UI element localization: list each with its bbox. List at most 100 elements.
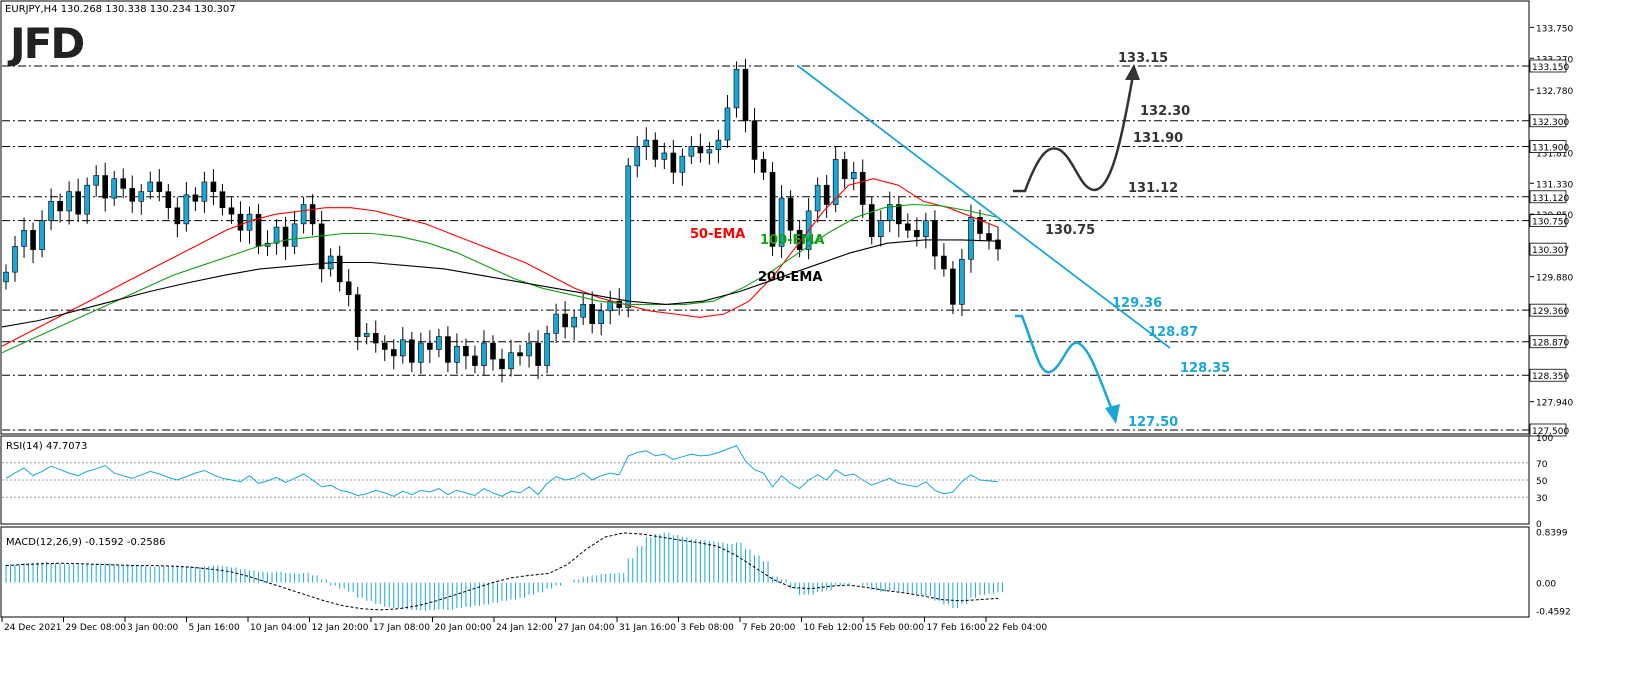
rsi-pane [0,435,1530,525]
time-tick-label: 31 Jan 16:00 [619,623,676,633]
candle-body [381,342,388,350]
candle-body [914,229,920,238]
candle-body [670,152,677,173]
macd-pane [0,526,1530,618]
target-label-128-87: 128.87 [1148,325,1198,340]
candle-body [21,229,27,247]
candle-body [174,207,181,225]
price-tick-label: 132.780 [1536,87,1573,97]
candle-body [850,172,857,180]
candle-body [418,342,424,363]
candle-body [228,207,235,215]
candle-body [598,310,605,324]
candle-body [309,204,316,225]
price-level-box [1529,114,1567,128]
candle-body [814,184,821,212]
candle-body [886,204,893,221]
candle-body [183,194,190,225]
candle-body [156,181,163,192]
time-tick-label: 17 Feb 16:00 [927,623,986,633]
candle-body [3,271,9,283]
time-tick-label: 29 Dec 08:00 [66,623,127,633]
candles [3,58,1001,383]
candle-body [111,178,118,199]
candle-body [932,220,938,257]
rsi-tick-label: 30 [1536,494,1548,504]
candle-body [30,229,36,250]
candle-body [237,213,244,231]
macd-tick-label: -0.4592 [1536,607,1571,617]
downtrend-line [797,65,1171,349]
target-label-131-90: 131.90 [1133,131,1183,146]
candle-body [742,68,749,122]
rsi-label: RSI(14) 47.7073 [6,441,87,452]
candle-body [336,255,343,283]
candle-body [995,239,1001,250]
candle-body [39,220,45,250]
jfd-logo: JFD [7,19,83,68]
candle-body [625,165,632,308]
candle-body [787,197,794,231]
candle-body [950,268,956,305]
time-tick-label: 5 Jan 16:00 [189,623,241,633]
candle-body [300,204,307,225]
candle-body [553,313,559,334]
candle-body [129,188,136,202]
candle-body [733,68,740,109]
price-tick-label: 129.880 [1536,274,1573,284]
candle-body [273,226,280,244]
rsi-tick-label: 0 [1536,520,1542,530]
time-tick-label: 20 Jan 00:00 [435,623,492,633]
candle-body [679,155,686,173]
candle-body [93,175,99,186]
rsi-tick-label: 50 [1536,477,1548,487]
price-level-box [1529,214,1567,228]
price-level-label: 133.150 [1532,63,1569,73]
price-level-box [1529,190,1567,204]
candle-body [445,336,451,363]
candle-body [12,246,18,273]
candle-body [84,184,90,215]
candle-body [472,355,478,366]
candle-body [796,229,803,250]
macd-tick-label: 0.8399 [1536,529,1568,539]
target-label-129-36: 129.36 [1112,296,1162,311]
candle-body [868,204,875,238]
time-tick-label: 10 Feb 12:00 [804,623,863,633]
candle-body [75,191,81,215]
price-level-label: 130.307 [1532,246,1569,256]
macd-tick-label: 0.00 [1536,580,1556,590]
target-label-133-15: 133.15 [1118,51,1168,66]
candle-body [219,191,226,209]
candle-body [345,281,352,296]
price-axis: 133.750133.270132.780131.810131.330130.8… [1529,24,1573,437]
candle-body [652,139,659,160]
candle-body [526,342,532,357]
target-label-131-12: 131.12 [1128,181,1178,196]
arrow-down-icon [1105,404,1120,424]
candle-body [589,304,595,324]
macd-signal-line [5,532,999,611]
candle-body [517,352,523,357]
candle-body [977,217,983,234]
price-level-label: 131.120 [1532,194,1569,204]
macd-label: MACD(12,26,9) -0.1592 -0.2586 [6,537,166,548]
time-tick-label: 10 Jan 04:00 [250,623,307,633]
ema-50-line [1,178,999,347]
candle-body [697,146,704,154]
price-tick-label: 133.750 [1536,24,1573,34]
candle-body [769,172,776,247]
candle-body [210,181,217,192]
rsi-tick-label: 100 [1536,434,1553,444]
candle-body [616,300,623,308]
horizontal-levels [2,65,1529,431]
price-pane [0,0,1530,435]
candle-body [823,184,830,205]
candle-body [544,333,550,366]
candle-body [372,333,379,344]
candle-body [923,220,929,238]
candle-body [968,217,974,260]
time-tick-label: 15 Feb 00:00 [865,623,924,633]
candle-body [535,342,541,366]
